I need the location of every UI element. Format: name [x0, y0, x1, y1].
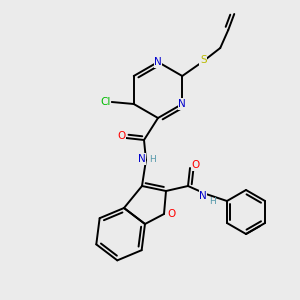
Text: N: N: [138, 154, 146, 164]
Text: H: H: [208, 196, 215, 206]
Text: S: S: [200, 55, 207, 65]
Text: N: N: [199, 191, 207, 201]
Text: H: H: [148, 154, 155, 164]
Text: O: O: [192, 160, 200, 170]
Text: O: O: [167, 209, 175, 219]
Text: N: N: [178, 99, 186, 109]
Text: N: N: [154, 57, 162, 67]
Text: O: O: [117, 131, 125, 141]
Text: Cl: Cl: [100, 97, 111, 107]
